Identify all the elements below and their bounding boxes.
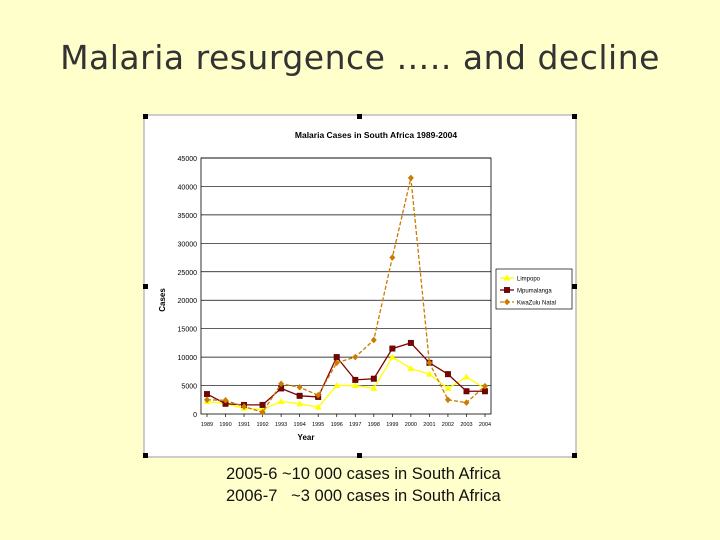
y-tick-label: 5000	[181, 384, 197, 391]
x-tick-label: 2004	[479, 422, 491, 428]
x-tick-label: 2000	[405, 422, 417, 428]
x-tick-label: 1993	[275, 422, 287, 428]
y-axis-label: Cases	[158, 288, 167, 312]
x-axis-label: Year	[298, 433, 315, 442]
note-line-2: 2006-7 ~3 000 cases in South Africa	[226, 487, 501, 505]
data-point-limpopo	[462, 373, 470, 380]
resize-handle	[357, 114, 362, 119]
y-tick-label: 40000	[178, 184, 198, 191]
y-tick-label: 0	[193, 412, 197, 419]
data-point-kwazulu-natal	[204, 396, 210, 404]
data-point-mpumalanga	[370, 375, 377, 382]
data-point-limpopo	[370, 384, 378, 391]
series-line-kwazulu-natal	[206, 177, 486, 414]
legend-marker-kwazulu-natal	[504, 298, 510, 306]
data-point-mpumalanga	[333, 354, 340, 361]
data-point-kwazulu-natal	[333, 359, 340, 367]
data-point-limpopo	[296, 400, 304, 407]
resize-handle	[143, 284, 148, 289]
data-point-kwazulu-natal	[444, 396, 451, 404]
y-tick-label: 25000	[178, 270, 198, 277]
legend-marker-limpopo	[503, 274, 511, 281]
data-point-kwazulu-natal	[296, 383, 303, 391]
data-point-mpumalanga	[204, 391, 210, 398]
data-point-mpumalanga	[444, 371, 451, 378]
data-point-limpopo	[444, 384, 452, 391]
data-point-kwazulu-natal	[352, 353, 359, 361]
line-chart: Malaria Cases in South Africa 1989-2004 0…	[143, 114, 577, 458]
data-point-kwazulu-natal	[241, 403, 248, 410]
x-tick-label: 1999	[386, 422, 398, 428]
legend-label-kwazulu-natal: KwaZulu Natal	[517, 301, 556, 307]
chart-panel[interactable]: Malaria Cases in South Africa 1989-2004 0…	[143, 114, 577, 458]
x-tick-label: 1991	[238, 422, 250, 428]
data-point-mpumalanga	[259, 401, 266, 408]
resize-handle	[357, 453, 362, 458]
data-point-kwazulu-natal	[259, 408, 266, 416]
data-point-kwazulu-natal	[482, 382, 488, 390]
data-point-mpumalanga	[463, 388, 470, 395]
data-point-limpopo	[314, 403, 322, 410]
data-point-kwazulu-natal	[463, 399, 470, 406]
data-point-kwazulu-natal	[389, 254, 396, 261]
x-tick-label: 1990	[219, 422, 231, 428]
note-line-1: 2005-6 ~10 000 cases in South Africa	[226, 465, 501, 483]
y-tick-label: 10000	[178, 355, 198, 362]
y-tick-label: 15000	[178, 327, 198, 334]
data-point-mpumalanga	[352, 376, 359, 383]
x-tick-label: 1995	[312, 422, 324, 428]
x-tick-label: 1989	[201, 422, 213, 428]
data-point-mpumalanga	[296, 392, 303, 399]
y-tick-label: 45000	[178, 156, 198, 163]
data-point-kwazulu-natal	[278, 380, 285, 388]
notes: 2005-6 ~10 000 cases in South Africa 200…	[226, 463, 501, 507]
data-point-mpumalanga	[389, 345, 396, 352]
data-point-kwazulu-natal	[315, 391, 322, 399]
slide-title: Malaria resurgence ….. and decline	[60, 38, 660, 77]
y-tick-label: 35000	[178, 213, 198, 220]
data-point-limpopo	[277, 397, 285, 404]
data-point-limpopo	[259, 405, 267, 412]
x-tick-label: 1996	[331, 422, 343, 428]
data-point-limpopo	[407, 364, 415, 371]
data-point-limpopo	[351, 382, 359, 389]
x-tick-label: 2002	[442, 422, 454, 428]
data-point-mpumalanga	[407, 339, 414, 346]
resize-handle	[572, 453, 577, 458]
y-tick-label: 30000	[178, 241, 198, 248]
x-tick-label: 1998	[368, 422, 380, 428]
data-point-kwazulu-natal	[370, 336, 377, 344]
x-tick-label: 1997	[349, 422, 361, 428]
data-point-limpopo	[425, 370, 433, 377]
data-point-limpopo	[333, 382, 341, 389]
data-point-limpopo	[388, 353, 396, 360]
resize-handle	[572, 114, 577, 119]
data-point-kwazulu-natal	[426, 359, 433, 367]
x-tick-label: 2001	[423, 422, 435, 428]
y-tick-label: 20000	[178, 298, 198, 305]
legend-label-limpopo: Limpopo	[517, 277, 541, 283]
legend-label-mpumalanga: Mpumalanga	[517, 289, 552, 295]
x-tick-label: 2003	[460, 422, 472, 428]
x-tick-label: 1992	[256, 422, 268, 428]
resize-handle	[143, 453, 148, 458]
resize-handle	[143, 114, 148, 119]
chart-title: Malaria Cases in South Africa 1989-2004	[295, 130, 457, 140]
x-tick-label: 1994	[294, 422, 306, 428]
legend-marker-mpumalanga	[504, 287, 510, 293]
resize-handle	[572, 284, 577, 289]
data-point-kwazulu-natal	[222, 397, 229, 404]
series-line-mpumalanga	[206, 342, 485, 406]
